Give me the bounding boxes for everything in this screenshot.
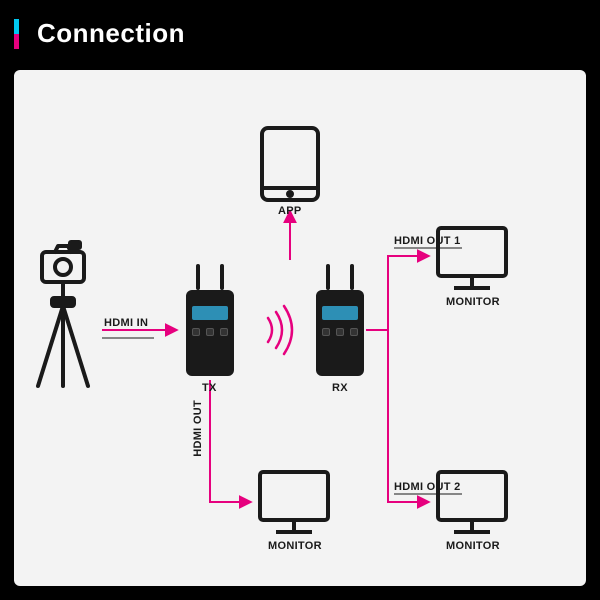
- label-hdmi-in: HDMI IN: [104, 317, 148, 329]
- arrow-hdmi-out-2: [388, 330, 428, 502]
- camera-icon: [38, 242, 88, 386]
- page-title: Connection: [37, 18, 185, 49]
- label-app: APP: [278, 205, 302, 217]
- label-monitor: MONITOR: [446, 296, 500, 308]
- arrow-hdmi-out-tx: [210, 380, 250, 502]
- label-tx: TX: [202, 382, 217, 394]
- header: Connection: [0, 0, 600, 67]
- label-rx: RX: [332, 382, 348, 394]
- diagram-canvas: HDMI IN HDMI OUT HDMI OUT 1 HDMI OUT 2 T…: [14, 70, 586, 586]
- arrow-hdmi-out-1: [366, 256, 428, 330]
- label-monitor: MONITOR: [268, 540, 322, 552]
- accent-bar-icon: [14, 19, 19, 49]
- label-hdmi-out: HDMI OUT: [192, 400, 204, 457]
- label-hdmi-out-2: HDMI OUT 2: [394, 481, 461, 493]
- label-hdmi-out-1: HDMI OUT 1: [394, 235, 461, 247]
- tablet-icon: [262, 128, 318, 200]
- label-monitor: MONITOR: [446, 540, 500, 552]
- monitor-icon: [260, 472, 328, 532]
- diagram-svg: [14, 70, 586, 586]
- transmitter-rx-icon: [316, 290, 364, 376]
- transmitter-tx-icon: [186, 290, 234, 376]
- wireless-icon: [268, 306, 292, 354]
